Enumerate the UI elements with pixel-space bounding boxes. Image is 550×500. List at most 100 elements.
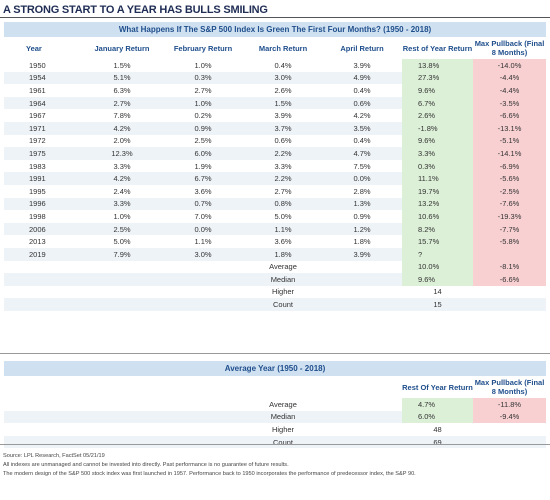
value-cell: 2.6% [402,109,473,122]
empty-header [162,376,244,398]
table-row: 1983 3.3% 1.9% 3.3% 7.5% 0.3% -6.9% [4,159,546,173]
value-cell: 1.1% [194,237,212,247]
main-header-row: Year January Return February Return March R… [4,37,546,59]
value-cell: 2.2% [244,147,322,160]
summary-pullback: -8.1% [473,260,546,274]
summary-row: Count 15 [4,298,546,311]
value-cell: -5.1% [473,134,546,148]
value-cell: 2.5% [194,136,212,146]
value-cell: 2.6% [274,85,292,95]
average-table: Rest Of Year Return Max Pullback (Final 8… [4,376,546,449]
value-cell: -2.5% [473,184,546,198]
value-cell: 3.7% [244,121,322,135]
value-cell: 0.8% [244,197,322,211]
value-cell: 1.5% [113,60,131,70]
table-row: 1975 12.3% 6.0% 2.2% 4.7% 3.3% -14.1% [4,147,546,160]
year-cell: 1964 [4,96,82,110]
summary-label: Median [244,410,322,424]
empty-cell [82,298,162,311]
value-cell: 1.9% [194,161,212,171]
summary-row: Count 69 [4,435,546,449]
value-cell: 0.7% [162,197,244,211]
value-cell: 1.0% [113,211,131,221]
empty-cell [162,410,244,424]
footnotes: Source: LPL Research, FactSet 05/21/19 A… [3,452,416,479]
empty-cell [82,435,162,449]
value-cell: 3.3% [82,197,162,211]
empty-cell [82,273,162,286]
summary-label: Higher [271,287,295,297]
value-cell: 0.9% [353,211,371,221]
value-cell: 0.3% [402,159,473,173]
column-header: January Return [94,43,150,53]
summary-row: Median 6.0% -9.4% [4,410,546,424]
column-header: March Return [258,43,308,53]
empty-cell [82,261,162,274]
value-cell: -6.9% [473,159,546,173]
summary-label: Median [244,273,322,286]
summary-row: Average 4.7% -11.8% [4,398,546,411]
value-cell [473,247,546,261]
average-table-body: Average 4.7% -11.8% Median 6.0% -9.4% Higher 48… [4,398,546,449]
year-cell: 1971 [4,121,82,135]
value-cell: 0.4% [274,60,292,70]
value-cell: 0.4% [353,85,371,95]
value-cell: 4.2% [82,121,162,135]
summary-rest: 15 [402,298,473,311]
value-cell: 1.1% [244,222,322,236]
empty-cell [4,410,82,424]
year-cell: 2013 [29,237,46,247]
column-header: Rest of Year Return [402,43,473,53]
table-row: 1972 2.0% 2.5% 0.6% 0.4% 9.6% -5.1% [4,134,546,148]
summary-row: Higher 14 [4,286,546,299]
summary-label: Count [244,435,322,449]
value-cell: 1.0% [162,96,244,110]
value-cell: 2.2% [244,172,322,185]
value-cell: 9.6% [402,84,473,97]
main-table-title: What Happens If The S&P 500 Index Is Gre… [4,22,546,37]
value-cell: 0.2% [194,111,212,121]
value-cell: 1.3% [322,197,402,211]
value-cell: 1.8% [353,237,371,247]
value-cell: 5.0% [113,237,131,247]
empty-cell [162,286,244,299]
summary-pullback: -11.8% [473,398,546,411]
year-cell: 1995 [29,186,46,196]
empty-cell [322,298,402,311]
summary-pullback [473,423,546,436]
column-header: Max Pullback (Final 8 Months) [474,39,545,57]
empty-cell [162,398,244,411]
summary-rest: 4.7% [402,398,473,411]
year-cell: 1991 [4,172,82,185]
value-cell: 0.6% [274,136,292,146]
value-cell: 0.3% [162,71,244,85]
value-cell: 4.9% [322,71,402,85]
value-cell: -4.4% [473,84,546,97]
value-cell: 6.7% [162,172,244,185]
summary-pullback [473,435,546,449]
summary-pullback: -9.4% [473,410,546,424]
empty-cell [82,286,162,299]
value-cell: 3.3% [113,161,131,171]
value-cell: 19.7% [402,184,473,198]
value-cell: 7.0% [194,211,212,221]
value-cell: 0.0% [162,222,244,236]
empty-cell [82,410,162,424]
table-row: 1961 6.3% 2.7% 2.6% 0.4% 9.6% -4.4% [4,84,546,97]
summary-rest: 14 [433,287,442,297]
empty-cell [4,261,82,274]
page-title: A STRONG START TO A YEAR HAS BULLS SMILI… [3,4,268,16]
summary-row: Median 9.6% -6.6% [4,273,546,286]
column-header: February Return [173,43,233,53]
empty-header [322,376,402,398]
empty-cell [4,286,82,299]
value-cell: ? [402,247,473,261]
value-cell: 4.7% [322,147,402,160]
footnote-source: Source: LPL Research, FactSet 05/21/19 [3,453,105,459]
value-cell: -3.5% [473,96,546,110]
value-cell: 2.8% [353,186,371,196]
table-row: 1998 1.0% 7.0% 5.0% 0.9% 10.6% -19.3% [4,210,546,223]
summary-pullback: -6.6% [473,273,546,286]
summary-row: Higher 48 [4,423,546,436]
value-cell: 0.4% [353,136,371,146]
